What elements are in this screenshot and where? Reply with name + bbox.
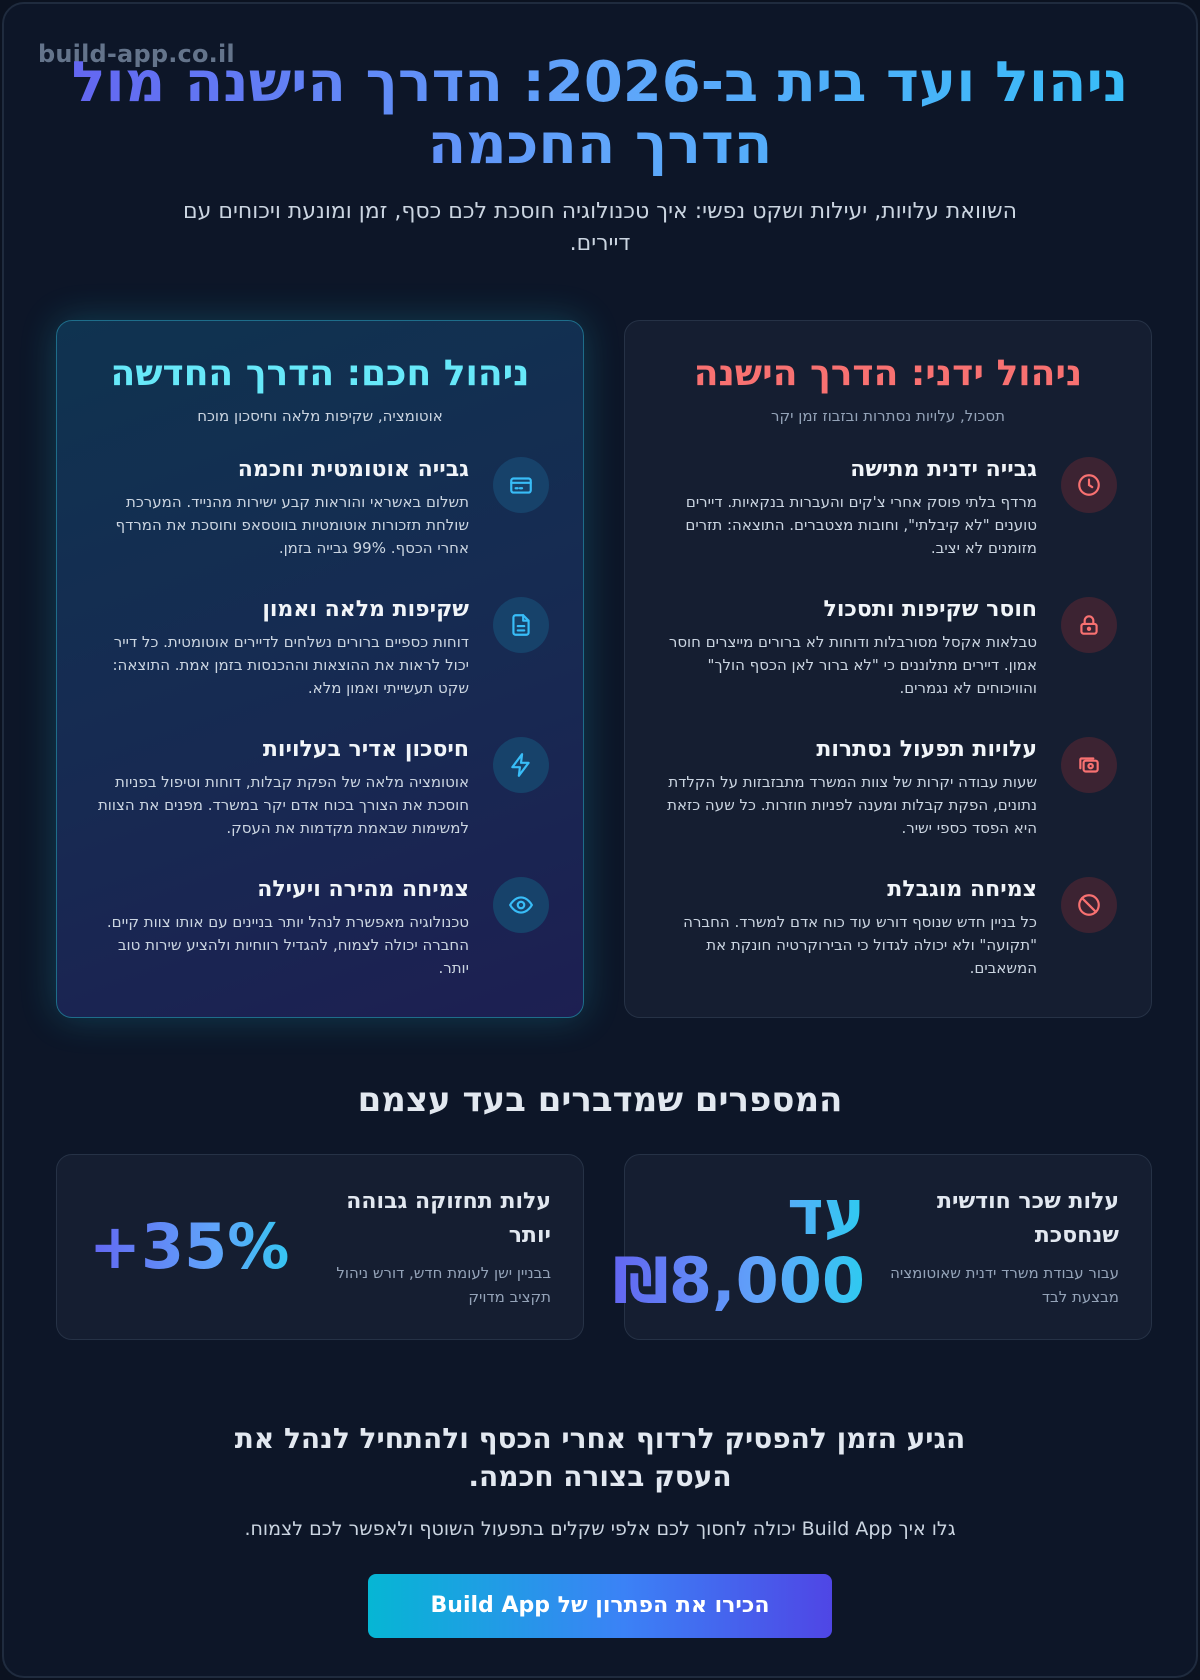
- cta-title: הגיע הזמן להפסיק לרדוף אחרי הכסף ולהתחיל…: [234, 1422, 966, 1493]
- cta-subtitle: גלו איך Build App יכולה לחסוך לכם אלפי ש…: [244, 1518, 956, 1540]
- new-way-list: גבייה אוטומטית וחכמה תשלום באשראי והוראו…: [91, 455, 549, 1015]
- item-description: תשלום באשראי והוראות קבע ישירות מהנייד. …: [115, 493, 469, 557]
- item-description: אוטומציה מלאה של הפקת קבלות, דוחות וטיפו…: [97, 773, 469, 837]
- item-title: חוסר שקיפות ותסכול: [823, 597, 1037, 622]
- item-title: גבייה ידנית מתישה: [850, 457, 1037, 482]
- stat-description: בבניין ישן לעומת חדש, דורש ניהול תקציב מ…: [336, 1264, 551, 1306]
- stats-heading: המספרים שמדברים בעד עצמם: [357, 1080, 843, 1120]
- item-title: שקיפות מלאה ואמון: [262, 597, 469, 622]
- hero-section: ניהול ועד בית ב-2026: הדרך הישנה מול הדר…: [4, 52, 1196, 260]
- new-way-subtitle: אוטומציה, שקיפות מלאה וחיסכון מוכח: [197, 407, 443, 425]
- stat-card-maintenance-cost: עלות תחזוקה גבוהה יותר בבניין ישן לעומת …: [56, 1154, 584, 1340]
- item-title: צמיחה מוגבלת: [887, 877, 1037, 902]
- item-description: טבלאות אקסל מסורבלות ודוחות לא ברורים מי…: [668, 633, 1037, 697]
- new-way-item: גבייה אוטומטית וחכמה תשלום באשראי והוראו…: [91, 455, 549, 595]
- item-title: עלויות תפעול נסתרות: [816, 737, 1037, 762]
- stat-description: עבור עבודת משרד ידנית שאוטומציה מבצעת לב…: [890, 1264, 1119, 1306]
- item-description: דוחות כספיים ברורים נשלחים לדיירים אוטומ…: [112, 633, 470, 697]
- old-way-item: גבייה ידנית מתישה מרדף בלתי פוסק אחרי צ'…: [659, 455, 1117, 595]
- new-way-title: ניהול חכם: הדרך החדשה: [110, 353, 530, 394]
- item-title: צמיחה מהירה ויעילה: [257, 877, 469, 902]
- lock-icon: [1061, 597, 1117, 653]
- old-way-list: גבייה ידנית מתישה מרדף בלתי פוסק אחרי צ'…: [659, 455, 1117, 1015]
- ban-icon: [1061, 877, 1117, 933]
- page-subtitle: השוואת עלויות, יעילות ושקט נפשי: איך טכנ…: [183, 199, 1017, 256]
- new-way-item: חיסכון אדיר בעלויות אוטומציה מלאה של הפק…: [91, 735, 549, 875]
- page-title: ניהול ועד בית ב-2026: הדרך הישנה מול הדר…: [71, 50, 1129, 177]
- cta-section: הגיע הזמן להפסיק לרדוף אחרי הכסף ולהתחיל…: [4, 1420, 1196, 1638]
- old-way-item: צמיחה מוגבלת כל בניין חדש שנוסף דורש עוד…: [659, 875, 1117, 1015]
- lightning-icon: [493, 737, 549, 793]
- old-way-subtitle: תסכול, עלויות נסתרות ובזבוז זמן יקר: [771, 407, 1005, 425]
- site-watermark: build-app.co.il: [38, 40, 235, 68]
- item-title: גבייה אוטומטית וחכמה: [237, 457, 469, 482]
- new-way-item: צמיחה מהירה ויעילה טכנולוגיה מאפשרת לנהל…: [91, 875, 549, 1015]
- stat-card-salary-savings: עלות שכר חודשית שנחסכת עבור עבודת משרד י…: [613, 1154, 1152, 1340]
- old-way-item: עלויות תפעול נסתרות שעות עבודה יקרות של …: [659, 735, 1117, 875]
- new-way-item: שקיפות מלאה ואמון דוחות כספיים ברורים נש…: [91, 595, 549, 735]
- item-title: חיסכון אדיר בעלויות: [262, 737, 469, 762]
- clock-icon: [1061, 457, 1117, 513]
- item-description: טכנולוגיה מאפשרת לנהל יותר בניינים עם או…: [106, 913, 469, 977]
- eye-icon: [493, 877, 549, 933]
- item-description: שעות עבודה יקרות של צוות המשרד מתבזבזות …: [667, 773, 1037, 837]
- stat-label: עלות תחזוקה גבוהה יותר: [346, 1189, 551, 1248]
- stat-value: עד ₪8,000: [613, 1179, 889, 1315]
- old-way-item: חוסר שקיפות ותסכול טבלאות אקסל מסורבלות …: [659, 595, 1117, 735]
- old-way-title: ניהול ידני: הדרך הישנה: [693, 353, 1083, 394]
- stat-value: +35%: [89, 1213, 321, 1281]
- old-way-card: ניהול ידני: הדרך הישנה תסכול, עלויות נסת…: [624, 320, 1152, 1018]
- new-way-card: ניהול חכם: הדרך החדשה אוטומציה, שקיפות מ…: [56, 320, 584, 1018]
- item-description: מרדף בלתי פוסק אחרי צ'קים והעברות בנקאיו…: [685, 493, 1037, 557]
- document-icon: [493, 597, 549, 653]
- item-description: כל בניין חדש שנוסף דורש עוד כוח אדם למשר…: [683, 913, 1037, 977]
- credit-card-icon: [493, 457, 549, 513]
- cta-button[interactable]: הכירו את הפתרון של Build App: [368, 1574, 832, 1638]
- stat-label: עלות שכר חודשית שנחסכת: [936, 1189, 1119, 1248]
- cash-icon: [1061, 737, 1117, 793]
